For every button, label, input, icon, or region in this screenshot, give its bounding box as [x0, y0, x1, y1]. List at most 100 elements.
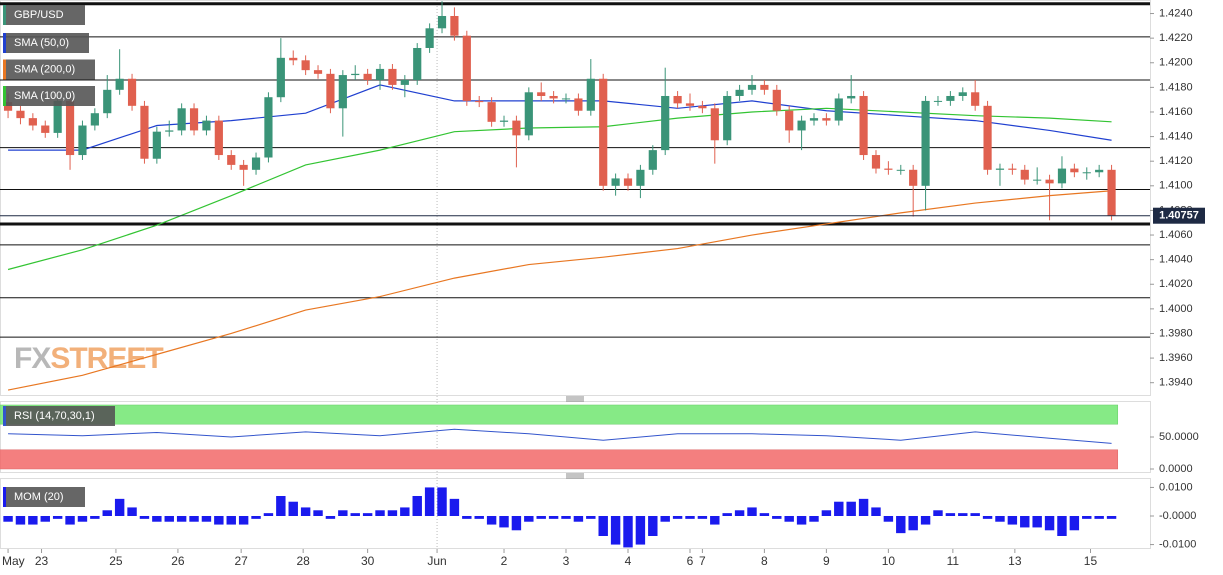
momentum-bar [685, 516, 695, 519]
candle-body [375, 68, 385, 80]
legend-box [3, 487, 85, 507]
candle-body [661, 95, 670, 151]
momentum-bar [226, 516, 236, 525]
x-tick-label: 28 [296, 554, 310, 568]
candle-body [586, 78, 595, 111]
momentum-bar [449, 498, 460, 516]
candle-body [1045, 179, 1054, 184]
candle-body [599, 78, 608, 186]
momentum-bar [114, 498, 125, 516]
momentum-bar [623, 516, 633, 548]
momentum-bar [896, 516, 906, 534]
sma-line [8, 84, 1112, 151]
candle-body [487, 102, 496, 122]
candle-body [772, 89, 781, 111]
watermark-fx: FX [14, 342, 51, 375]
momentum-bar [982, 516, 993, 519]
candle-body [1008, 168, 1017, 170]
candle-body [65, 100, 75, 156]
candle-body [735, 89, 744, 96]
candle-body [338, 75, 347, 109]
momentum-bar [28, 516, 38, 525]
candle-body [896, 169, 905, 171]
candle-body [685, 103, 695, 106]
candle-body [462, 35, 471, 101]
momentum-bar [1044, 516, 1055, 531]
candle-body [78, 125, 87, 156]
legend-label: SMA (50,0) [14, 37, 69, 49]
momentum-bar [499, 516, 509, 528]
candle-body [834, 98, 843, 121]
y-tick-label: 1.4220 [1159, 32, 1193, 44]
y-tick-label: 1.3960 [1159, 352, 1193, 364]
legend-indicator: SMA (200,0) [3, 59, 95, 80]
momentum-bar [65, 516, 75, 525]
candle-body [1082, 172, 1091, 174]
momentum-bar [437, 487, 447, 516]
resize-handle[interactable] [566, 396, 584, 402]
momentum-bar [338, 510, 348, 516]
resize-handle[interactable] [566, 473, 584, 479]
momentum-bar [933, 510, 943, 516]
momentum-bar [995, 516, 1005, 522]
momentum-bar [90, 516, 100, 519]
momentum-bar [424, 487, 435, 516]
momentum-bar [1106, 516, 1117, 519]
legend-box [3, 406, 115, 426]
momentum-bar [834, 501, 844, 516]
x-tick-label: 3 [563, 554, 570, 568]
momentum-bar [1094, 516, 1104, 519]
momentum-bar [586, 516, 596, 519]
y-tick-label: 1.4120 [1159, 155, 1193, 167]
x-tick-label: 26 [171, 554, 185, 568]
momentum-bar [821, 510, 832, 516]
momentum-bar [325, 516, 336, 519]
candle-body [574, 98, 583, 111]
momentum-bar [635, 516, 646, 545]
y-tick-label: 1.4060 [1159, 229, 1193, 241]
momentum-bar [648, 516, 658, 536]
momentum-bar [313, 510, 323, 516]
y-tick-label: 1.4160 [1159, 106, 1193, 118]
momentum-bar [462, 516, 472, 519]
y-tick-label: 1.4200 [1159, 57, 1193, 69]
momentum-bar [908, 516, 918, 531]
candle-body [859, 95, 868, 156]
momentum-bar [672, 516, 683, 519]
candle-body [437, 15, 447, 29]
x-tick-label: 2 [501, 554, 508, 568]
candle-body [747, 84, 757, 90]
candle-body [16, 110, 25, 119]
candle-body [413, 47, 422, 80]
candle-body [1033, 179, 1042, 181]
y-tick-label: 1.4020 [1159, 278, 1193, 290]
legend-label: SMA (100,0) [14, 90, 75, 102]
candle-body [425, 28, 434, 48]
candle-body [921, 100, 930, 186]
momentum-bar [300, 507, 311, 516]
x-tick-label: 13 [1008, 554, 1022, 568]
candle-body [140, 105, 149, 159]
y-tick-label: 50.0000 [1159, 431, 1199, 443]
momentum-bar [920, 516, 931, 525]
candle-body [1070, 168, 1079, 173]
momentum-bar [486, 516, 497, 525]
legend-label: SMA (200,0) [14, 63, 75, 75]
candle-body [723, 95, 732, 141]
momentum-bar [945, 513, 956, 516]
legend-swatch [3, 86, 6, 106]
momentum-bar [251, 516, 261, 519]
candle-body [475, 100, 484, 103]
candle-body [611, 178, 620, 186]
y-tick-label: -0.0000 [1159, 510, 1196, 522]
momentum-bar [474, 516, 484, 519]
momentum-bar [511, 516, 522, 531]
legend-swatch [3, 5, 6, 25]
momentum-bar [127, 507, 137, 516]
candle-body [995, 168, 1005, 170]
x-tick-label: 10 [882, 554, 896, 568]
y-tick-label: 1.4000 [1159, 303, 1193, 315]
momentum-bar [784, 516, 794, 522]
candle-body [301, 60, 310, 71]
